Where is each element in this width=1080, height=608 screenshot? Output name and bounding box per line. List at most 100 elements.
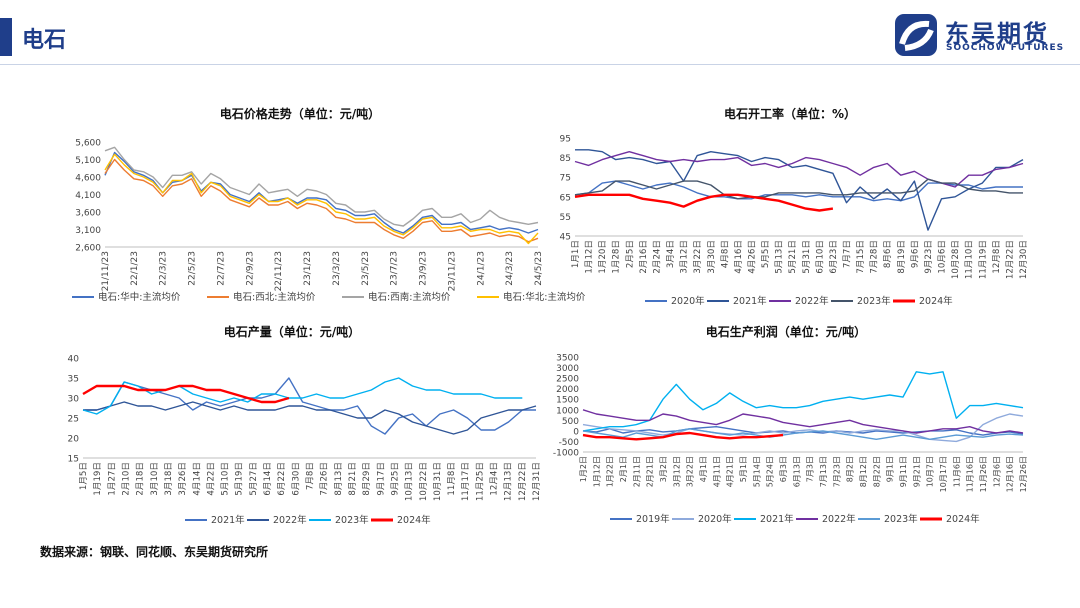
y-tick-label: 3000 (556, 364, 579, 374)
output-chart-panel: 电石产量（单位：元/吨） 40 35 30 25 20 15 1月5日 1月19日 1月27日 2月… (0, 318, 542, 540)
y-tick-label: 75 (560, 174, 571, 184)
legend-label: 2021年 (733, 295, 767, 307)
series-line-3 (82, 384, 290, 404)
x-tick-label: 9月25日 (389, 462, 400, 496)
legend-item: 2023年 (858, 513, 918, 525)
chart-title: 电石产量（单位：元/吨） (224, 324, 360, 339)
series-line-1 (83, 401, 537, 435)
y-tick-label: 40 (68, 355, 80, 365)
x-tick-label: 1月12日 (592, 456, 601, 487)
legend-item: 2021年 (734, 513, 794, 525)
x-tick-label: 4月1日 (699, 456, 708, 482)
x-tick-label: 8月2日 (846, 456, 855, 482)
x-tick-label: 3月22日 (692, 240, 703, 274)
x-tick-label: 22/5/23 (188, 251, 198, 286)
y-tick-label: 2,600 (75, 244, 101, 254)
y-tick-label: 25 (68, 415, 79, 425)
logo-english-name: SOOCHOW FUTURES (946, 43, 1065, 53)
x-tick-label: 7月3日 (806, 456, 815, 482)
x-tick-label: 5月1日 (739, 456, 748, 482)
x-tick-label: 6月22日 (276, 462, 287, 496)
x-tick-label: 2月24日 (651, 240, 662, 274)
x-tick-label: 2月21日 (646, 456, 655, 487)
y-tick-label: 3,600 (75, 209, 101, 219)
legend-item: 电石:华北:主流均价 (477, 291, 586, 303)
legend-label: 2021年 (760, 513, 794, 525)
x-tick-label: 3月10日 (149, 462, 160, 496)
chart-title: 电石生产利润（单位：元/吨） (706, 324, 866, 339)
legend-item: 电石:西南:主流均价 (342, 291, 451, 303)
series-line-3 (582, 409, 1024, 434)
data-source-note: 数据来源：钢联、同花顺、东吴期货研究所 (40, 545, 269, 559)
legend-label: 电石:华中:主流均价 (98, 291, 181, 303)
legend-item: 2024年 (371, 514, 431, 526)
legend-label: 电石:西南:主流均价 (368, 291, 451, 303)
y-tick-label: 4,100 (75, 191, 101, 201)
y-tick-label: 5,100 (75, 156, 101, 166)
chart-title: 电石价格走势（单位：元/吨） (220, 106, 380, 121)
x-tick-label: 1月5日 (78, 462, 89, 490)
y-tick-label: 2500 (556, 375, 579, 385)
header-divider (0, 64, 1080, 65)
x-tick-label: 12月31日 (531, 462, 542, 501)
chart-title: 电石开工率（单位：%） (724, 106, 856, 121)
x-tick-label: 22/1/23 (130, 251, 140, 286)
x-tick-label: 12月13日 (503, 462, 514, 501)
x-tick-label: 22/9/23 (245, 251, 255, 286)
x-tick-label: 3月4日 (665, 240, 676, 268)
y-tick-label: 15 (68, 455, 79, 465)
x-tick-label: 9月11日 (899, 456, 908, 487)
x-tick-label: 2月10日 (120, 462, 131, 496)
legend-label: 2024年 (946, 513, 980, 525)
x-tick-label: 2月5日 (624, 240, 635, 268)
x-tick-label: 3月18日 (163, 462, 174, 496)
x-tick-label: 3月26日 (177, 462, 188, 496)
x-tick-label: 4月21日 (726, 456, 735, 487)
x-tick-label: 5月5日 (760, 240, 771, 268)
x-tick-label: 4月11日 (712, 456, 721, 487)
x-tick-label: 5月27日 (248, 462, 259, 496)
operating-rate-chart-panel: 电石开工率（单位：%） 95 85 75 65 55 45 1月1日 1月12日 1月20日 1月2… (540, 100, 1080, 322)
x-tick-label: 3月22日 (686, 456, 695, 487)
x-tick-label: 6月30日 (290, 462, 301, 496)
y-tick-label: -1000 (553, 449, 579, 459)
company-logo: 东吴期货 SOOCHOW FUTURES (893, 12, 1071, 58)
x-tick-label: 7月15日 (855, 240, 866, 274)
title-accent-bar (0, 18, 12, 56)
x-tick-label: 11月26日 (979, 456, 988, 492)
series-line-2 (582, 371, 1024, 432)
x-tick-label: 2月1日 (619, 456, 628, 482)
legend-item: 2019年 (610, 513, 670, 525)
series-line-0 (104, 151, 539, 234)
x-tick-label: 4月22日 (205, 462, 216, 496)
legend-item: 2022年 (796, 513, 856, 525)
x-tick-label: 21/11/23 (101, 251, 111, 291)
x-tick-label: 11月19日 (977, 240, 988, 279)
legend-label: 2022年 (273, 514, 307, 526)
legend-label: 2023年 (335, 514, 369, 526)
y-tick-label: 55 (560, 213, 571, 223)
series-line-2 (104, 146, 539, 227)
series-line-1 (104, 158, 539, 243)
y-tick-label: 3500 (556, 354, 579, 364)
x-tick-label: 10月13日 (404, 462, 415, 501)
x-tick-label: 2月16日 (638, 240, 649, 274)
legend-item: 2020年 (672, 513, 732, 525)
series-line-4 (582, 428, 1024, 441)
legend-item: 2021年 (185, 514, 245, 526)
x-tick-label: 12月30日 (1018, 240, 1029, 279)
legend-item: 2023年 (831, 295, 891, 307)
x-tick-label: 4月8日 (719, 240, 730, 268)
y-tick-label: 1500 (556, 396, 579, 406)
y-tick-label: 1000 (556, 406, 579, 416)
x-tick-label: 10月7日 (926, 456, 935, 487)
x-tick-label: 7月7日 (842, 240, 853, 268)
x-tick-label: 4月26日 (746, 240, 757, 274)
x-tick-label: 5月31日 (801, 240, 812, 274)
x-tick-label: 4月16日 (733, 240, 744, 274)
x-tick-label: 8月22日 (872, 456, 881, 487)
x-tick-label: 11月25日 (474, 462, 485, 501)
x-tick-label: 3月12日 (672, 456, 681, 487)
y-tick-label: 0 (573, 427, 579, 437)
x-tick-label: 7月23日 (832, 456, 841, 487)
